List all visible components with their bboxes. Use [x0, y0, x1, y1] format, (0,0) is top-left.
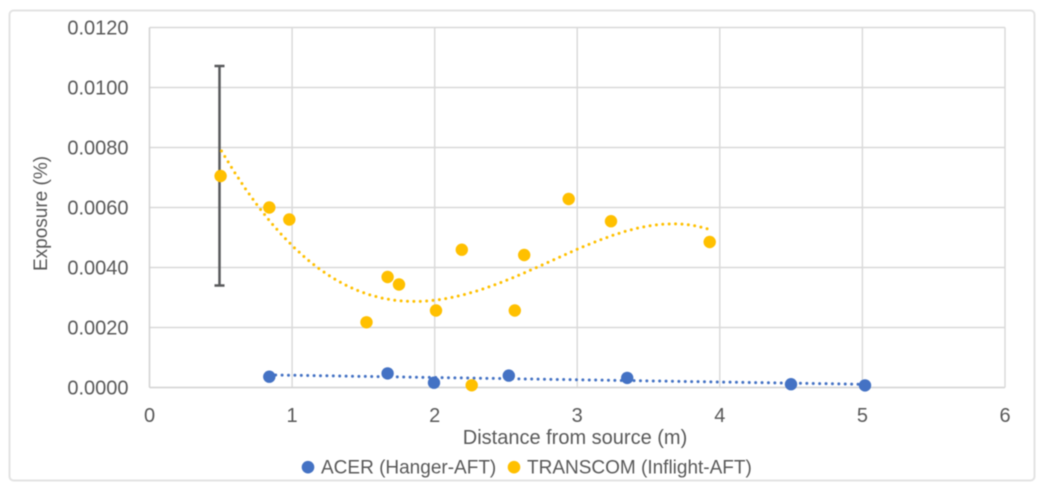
svg-text:Exposure (%): Exposure (%) — [31, 156, 52, 271]
svg-text:2: 2 — [429, 405, 440, 427]
svg-text:0.0020: 0.0020 — [67, 318, 128, 340]
svg-text:6: 6 — [999, 405, 1010, 427]
svg-text:0: 0 — [144, 405, 155, 427]
svg-text:4: 4 — [714, 405, 725, 427]
svg-text:0.0120: 0.0120 — [67, 18, 128, 40]
svg-text:0.0000: 0.0000 — [67, 378, 128, 400]
svg-text:TRANSCOM (Inflight-AFT): TRANSCOM (Inflight-AFT) — [527, 458, 752, 479]
svg-text:0.0100: 0.0100 — [67, 78, 128, 100]
svg-text:5: 5 — [857, 405, 868, 427]
svg-text:0.0060: 0.0060 — [67, 198, 128, 220]
svg-text:3: 3 — [572, 405, 583, 427]
svg-text:Distance from source (m): Distance from source (m) — [463, 427, 688, 449]
svg-text:1: 1 — [287, 405, 298, 427]
svg-text:ACER (Hanger-AFT): ACER (Hanger-AFT) — [321, 458, 496, 479]
svg-text:0.0040: 0.0040 — [67, 258, 128, 280]
svg-text:0.0080: 0.0080 — [67, 138, 128, 160]
